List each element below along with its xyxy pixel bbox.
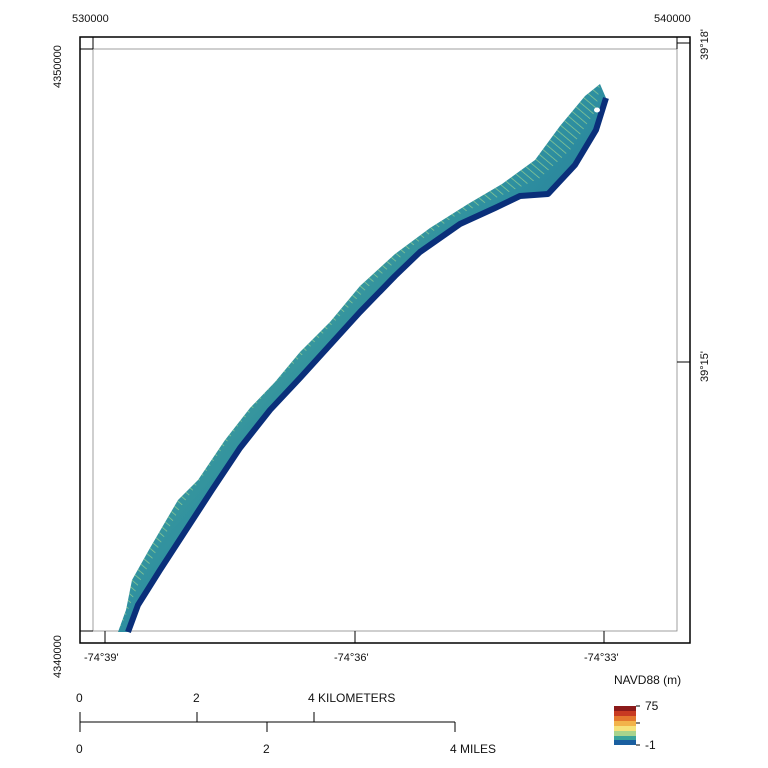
legend-colorbar bbox=[614, 705, 640, 746]
latitude-mid-label: 39°15' bbox=[699, 351, 711, 382]
northing-top-label: 4350000 bbox=[52, 45, 64, 88]
legend-title: NAVD88 (m) bbox=[614, 673, 682, 687]
legend-min-label: -1 bbox=[645, 738, 656, 752]
scale-mi-label: 4 MILES bbox=[450, 742, 497, 756]
island-ocean-edge bbox=[125, 97, 609, 634]
scale-bar bbox=[79, 712, 456, 732]
barrier-island bbox=[118, 84, 609, 634]
scale-km-two: 2 bbox=[193, 691, 200, 705]
easting-right-label: 540000 bbox=[654, 13, 691, 25]
longitude-left-label: -74°39' bbox=[84, 652, 119, 664]
longitude-right-label: -74°33' bbox=[584, 652, 619, 664]
scale-mi-zero: 0 bbox=[76, 742, 83, 756]
latitude-top-label: 39°18' bbox=[699, 29, 711, 60]
island-street-grid bbox=[118, 84, 600, 632]
easting-left-label: 530000 bbox=[72, 13, 109, 25]
legend-max-label: 75 bbox=[645, 699, 659, 713]
scale-mi-two: 2 bbox=[263, 742, 270, 756]
northing-bottom-label: 4340000 bbox=[52, 635, 64, 678]
longitude-mid-label: -74°36' bbox=[334, 652, 369, 664]
scale-km-zero: 0 bbox=[76, 691, 83, 705]
map-border bbox=[79, 36, 691, 644]
map-neatline bbox=[92, 48, 678, 632]
scale-km-label: 4 KILOMETERS bbox=[308, 691, 396, 705]
island-pond bbox=[594, 107, 600, 113]
graticule-ticks bbox=[80, 37, 690, 643]
